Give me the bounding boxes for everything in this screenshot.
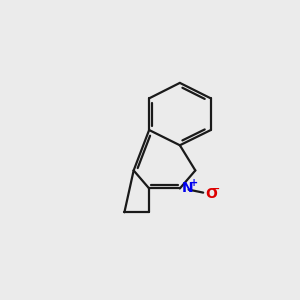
Text: +: + xyxy=(190,178,198,188)
Text: O: O xyxy=(205,187,217,201)
Text: −: − xyxy=(212,184,220,194)
Text: N: N xyxy=(182,181,193,195)
